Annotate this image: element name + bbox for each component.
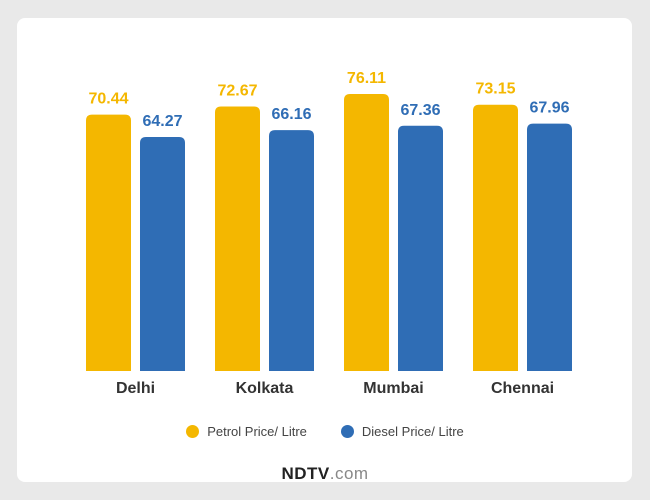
brand-suffix: .com bbox=[329, 464, 369, 483]
bar-delhi-diesel bbox=[140, 137, 185, 371]
value-label-kolkata-petrol: 72.67 bbox=[217, 82, 257, 99]
bar-chennai-diesel bbox=[527, 123, 572, 371]
bar-kolkata-diesel bbox=[269, 130, 314, 371]
bar-kolkata-petrol bbox=[215, 106, 260, 371]
value-label-delhi-petrol: 70.44 bbox=[88, 91, 128, 108]
bar-mumbai-diesel bbox=[398, 125, 443, 371]
category-label-mumbai: Mumbai bbox=[363, 380, 423, 397]
value-label-chennai-petrol: 73.15 bbox=[475, 81, 515, 98]
value-label-delhi-diesel: 64.27 bbox=[142, 113, 182, 130]
value-label-mumbai-petrol: 76.11 bbox=[347, 70, 386, 87]
category-label-kolkata: Kolkata bbox=[236, 380, 294, 397]
bar-delhi-petrol bbox=[86, 114, 131, 372]
legend-label-petrol: Petrol Price/ Litre bbox=[207, 424, 307, 439]
legend-swatch-diesel bbox=[340, 425, 354, 438]
value-label-kolkata-diesel: 66.16 bbox=[271, 106, 311, 123]
legend: Petrol Price/ Litre Diesel Price/ Litre bbox=[0, 424, 650, 439]
value-label-chennai-diesel: 67.96 bbox=[529, 100, 569, 117]
bar-chennai-petrol bbox=[473, 104, 518, 371]
category-label-delhi: Delhi bbox=[116, 380, 155, 397]
brand-logo: NDTV.com bbox=[0, 464, 650, 484]
value-label-mumbai-diesel: 67.36 bbox=[400, 102, 440, 119]
legend-item-petrol: Petrol Price/ Litre bbox=[186, 424, 307, 439]
legend-label-diesel: Diesel Price/ Litre bbox=[361, 424, 464, 439]
brand-name: NDTV bbox=[281, 464, 330, 483]
bar-mumbai-petrol bbox=[344, 93, 389, 372]
legend-swatch-petrol bbox=[186, 425, 200, 438]
category-label-chennai: Chennai bbox=[491, 380, 554, 397]
legend-item-diesel: Diesel Price/ Litre bbox=[340, 424, 464, 439]
